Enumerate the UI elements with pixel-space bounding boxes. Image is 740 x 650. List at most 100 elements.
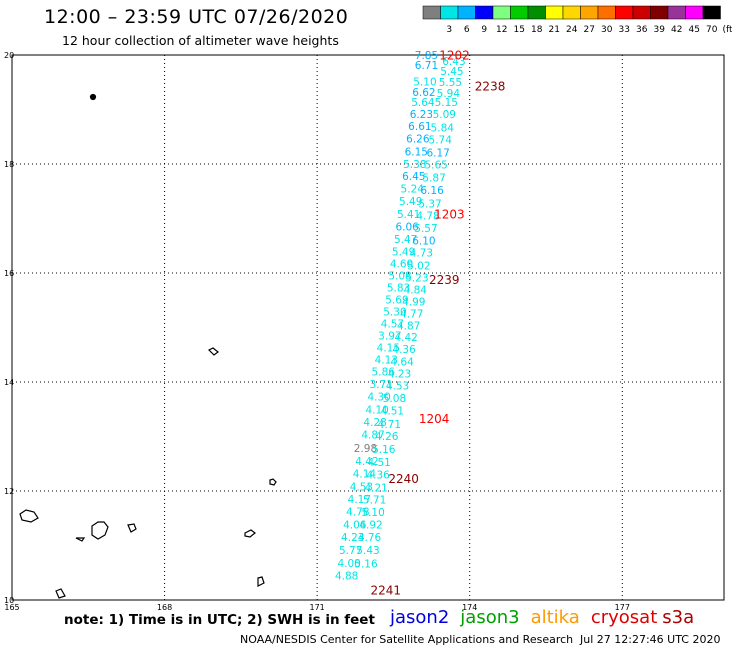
wave-height-value: 4.42 [394,332,417,344]
lon-tick-label: 165 [4,603,19,612]
wave-height-value: 6.10 [412,236,435,248]
wave-height-value: 4.17 [348,494,371,506]
wave-height-value: 5.87 [422,172,445,184]
wave-height-value: 4.87 [397,321,420,333]
legend-tick-label: 6 [464,25,470,35]
legend-tick-label: 33 [619,25,630,35]
pass-time-label: 1203 [434,208,465,222]
wave-height-value: 7.85 [415,50,438,62]
wave-height-value: 6.16 [420,185,444,197]
wave-height-value: 6.62 [412,87,435,99]
wave-height-value: 4.23 [388,369,411,381]
wave-height-value: 5.83 [387,283,410,295]
wave-height-value: 6.26 [406,134,430,146]
wave-height-value: 4.30 [367,392,390,404]
wave-height-value: 5.77 [339,545,362,557]
wave-height-value: 5.10 [361,507,384,519]
wave-height-value: 5.69 [385,295,408,307]
satellite-legend: jason2 jason3 altika cryosat s3a [390,607,705,628]
wave-height-value: 5.15 [435,97,458,109]
wave-height-value: 5.47 [394,234,417,246]
wave-height-value: 6.61 [408,121,431,133]
lon-tick-label: 171 [310,603,325,612]
legend-tick-label: 9 [481,25,487,35]
wave-height-value: 4.10 [365,405,388,417]
wave-height-value: 5.37 [418,199,441,211]
wave-height-value: 4.53 [386,381,409,393]
wave-height-value: 3.71 [370,379,393,391]
pass-time-label: 2238 [475,79,506,93]
wave-height-value: 5.49 [392,247,415,259]
wave-height-value: 4.15 [377,342,400,354]
wave-height-value: 5.45 [440,66,463,78]
map-frame [11,54,725,601]
legend-tick-label: 42 [671,25,682,35]
wave-height-value: 5.24 [401,183,425,195]
legend-tick-label: 21 [549,25,560,35]
wave-height-value: 4.78 [346,507,369,519]
wave-height-value: 6.43 [442,56,465,68]
map-tick-labels: 165 168 171 174 177 10 12 14 16 18 20 [4,51,630,612]
wave-height-value: 5.23 [405,273,428,285]
wave-height-value: 4.87 [361,430,384,442]
wave-height-value: 4.13 [375,354,398,366]
lon-tick-label: 174 [462,603,477,612]
wave-height-value: 4.92 [359,520,382,532]
island-wake [89,93,97,101]
page-title: 12:00 – 23:59 UTC 07/26/2020 [44,6,349,28]
lat-tick-label: 20 [4,51,14,60]
wave-height-value: 6.06 [395,221,419,233]
wave-height-value: 5.55 [439,77,462,89]
generated-timestamp: Jul 27 12:27:46 UTC 2020 [580,633,721,646]
wave-height-value: 5.30 [383,307,406,319]
pass-time-label: 2241 [371,584,402,598]
island-bikini [207,347,219,356]
wave-height-value: 5.16 [354,558,378,570]
legend-tick-label: 45 [689,25,700,35]
wave-height-value: 4.73 [410,248,433,260]
satellite-altika: altika [530,607,580,628]
wave-height-value: 5.49 [399,196,422,208]
wave-height-value: 5.09 [433,109,456,121]
island-kwajalein [75,521,109,542]
wave-height-value: 5.64 [411,97,435,109]
legend-tick-label: 24 [566,25,578,35]
wave-height-value: 4.36 [366,469,390,481]
island-majuro [257,576,265,587]
wave-height-value: 4.06 [343,520,367,532]
wave-height-value: 6.71 [415,60,438,72]
wave-height-value: 4.71 [378,419,401,431]
legend-unit-label: (ft) [723,25,733,35]
wave-height-value: 4.60 [390,259,413,271]
pass-time-labels: 1202 2238 1203 2239 1204 2240 2241 [371,48,506,597]
pass-time-label: 1202 [439,48,470,62]
legend-tick-label: 15 [514,25,525,35]
island-maloelap [244,529,256,538]
island-jaluit [55,588,66,599]
satellite-jason3: jason3 [460,607,520,628]
wave-height-value: 6.45 [402,171,425,183]
wave-height-value: 4.36 [392,344,416,356]
wave-height-value: 5.84 [431,122,455,134]
legend-tick-label: 30 [601,25,613,35]
wave-height-value: 4.53 [350,481,373,493]
wave-height-value: 4.28 [363,417,386,429]
wave-height-value: 4.14 [353,468,377,480]
coastlines [19,93,277,599]
legend-tick-label: 18 [531,25,543,35]
wave-height-value: 5.41 [397,209,420,221]
pass-time-label: 2239 [429,273,460,287]
satellite-cryosat: cryosat [590,607,658,628]
wave-height-value: 4.57 [381,319,404,331]
wave-height-value: 5.57 [414,223,437,235]
legend-tick-label: 12 [496,25,507,35]
wave-height-value: 4.99 [402,297,425,309]
wave-height-value: 6.17 [426,147,449,159]
satellite-jason2: jason2 [390,607,450,628]
satellite-s3a: s3a [662,607,695,628]
wave-height-value: 4.00 [337,558,360,570]
wave-height-value: 5.43 [356,545,379,557]
wave-height-value: 4.84 [404,285,428,297]
wave-height-value: 5.10 [413,77,436,89]
